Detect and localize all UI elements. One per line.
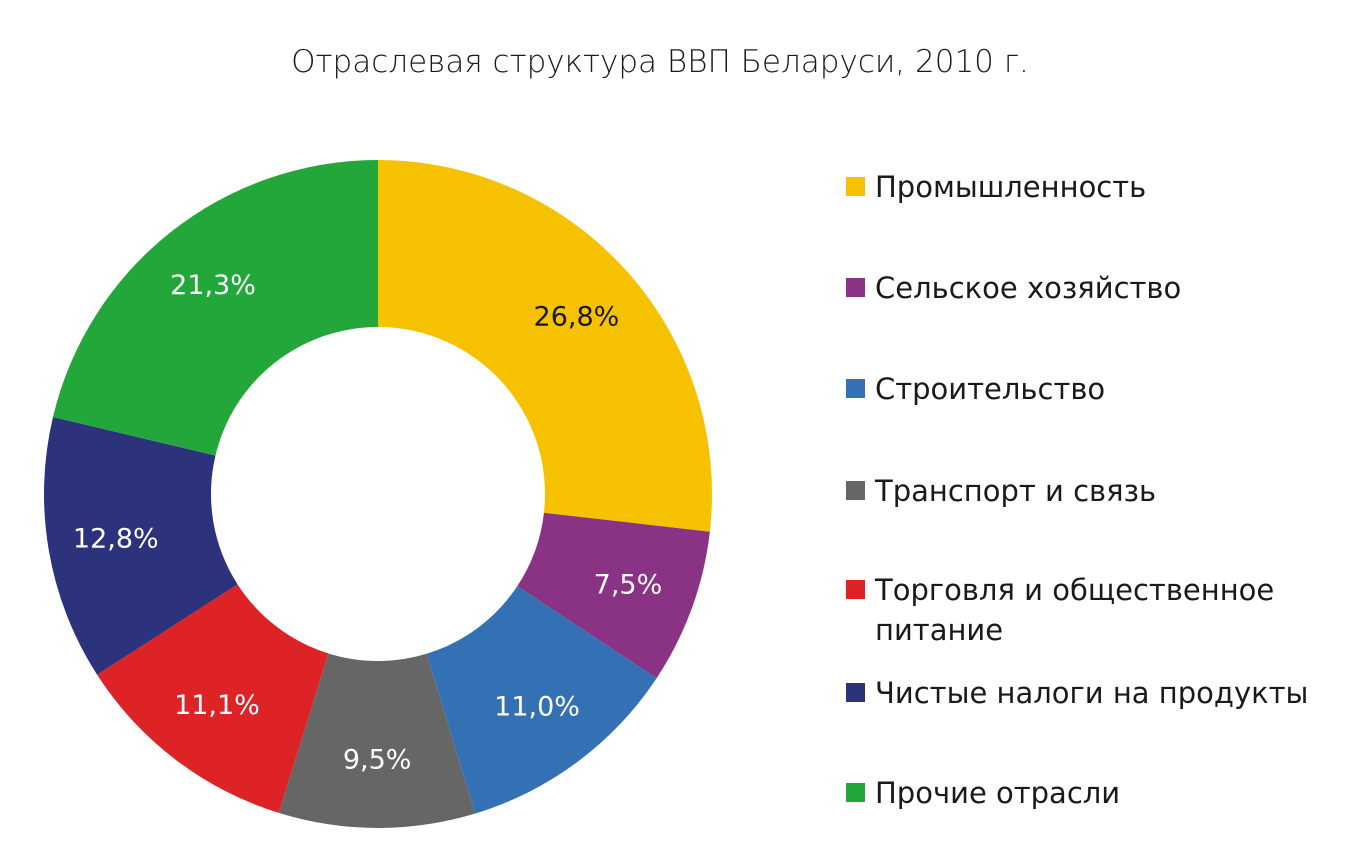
slice-data-label-1: 26,8% xyxy=(534,301,620,332)
legend-item-1: Промышленность xyxy=(846,167,1315,207)
legend-swatch xyxy=(846,379,865,398)
legend-swatch xyxy=(846,783,865,802)
legend-label: Прочие отрасли xyxy=(875,776,1121,810)
donut-slice-3 xyxy=(426,586,657,814)
legend-item-5: Торговля и общественное питание xyxy=(846,570,1315,650)
legend-label: Сельское хозяйство xyxy=(875,271,1182,305)
legend-item-2: Сельское хозяйство xyxy=(846,268,1315,308)
donut-slice-1 xyxy=(378,160,712,532)
legend-swatch xyxy=(846,278,865,297)
donut-slice-7 xyxy=(52,160,378,456)
donut-slice-4 xyxy=(278,653,476,828)
legend-swatch xyxy=(846,177,865,196)
slice-data-label-5: 11,1% xyxy=(174,690,260,721)
legend-item-4: Транспорт и связь xyxy=(846,471,1315,511)
legend-label: Чистые налоги на продукты xyxy=(875,676,1309,710)
donut-slice-5 xyxy=(97,584,329,813)
donut-slice-2 xyxy=(517,512,710,679)
legend-item-3: Строительство xyxy=(846,369,1315,409)
legend-item-6: Чистые налоги на продукты xyxy=(846,673,1315,713)
legend-swatch xyxy=(846,481,865,500)
legend-label: Торговля и общественное питание xyxy=(875,573,1275,647)
legend-label: Промышленность xyxy=(875,170,1147,204)
slice-data-label-3: 11,0% xyxy=(494,692,580,723)
legend-swatch xyxy=(846,683,865,702)
slice-data-label-7: 21,3% xyxy=(170,270,256,301)
donut-slices xyxy=(44,160,712,828)
legend-label: Строительство xyxy=(875,372,1106,406)
slice-data-label-4: 9,5% xyxy=(343,744,412,775)
legend-item-7: Прочие отрасли xyxy=(846,773,1315,813)
chart-title: Отраслевая структура ВВП Беларуси, 2010 … xyxy=(291,44,1029,80)
legend-label: Транспорт и связь xyxy=(875,474,1157,508)
legend-swatch xyxy=(846,580,865,599)
donut-slice-6 xyxy=(44,417,238,675)
slice-data-label-2: 7,5% xyxy=(594,569,663,600)
donut-slice-labels: 26,8% 7,5% 11,0% 9,5% 11,1% 12,8% 21,3% xyxy=(73,270,662,776)
slice-data-label-6: 12,8% xyxy=(73,523,159,554)
